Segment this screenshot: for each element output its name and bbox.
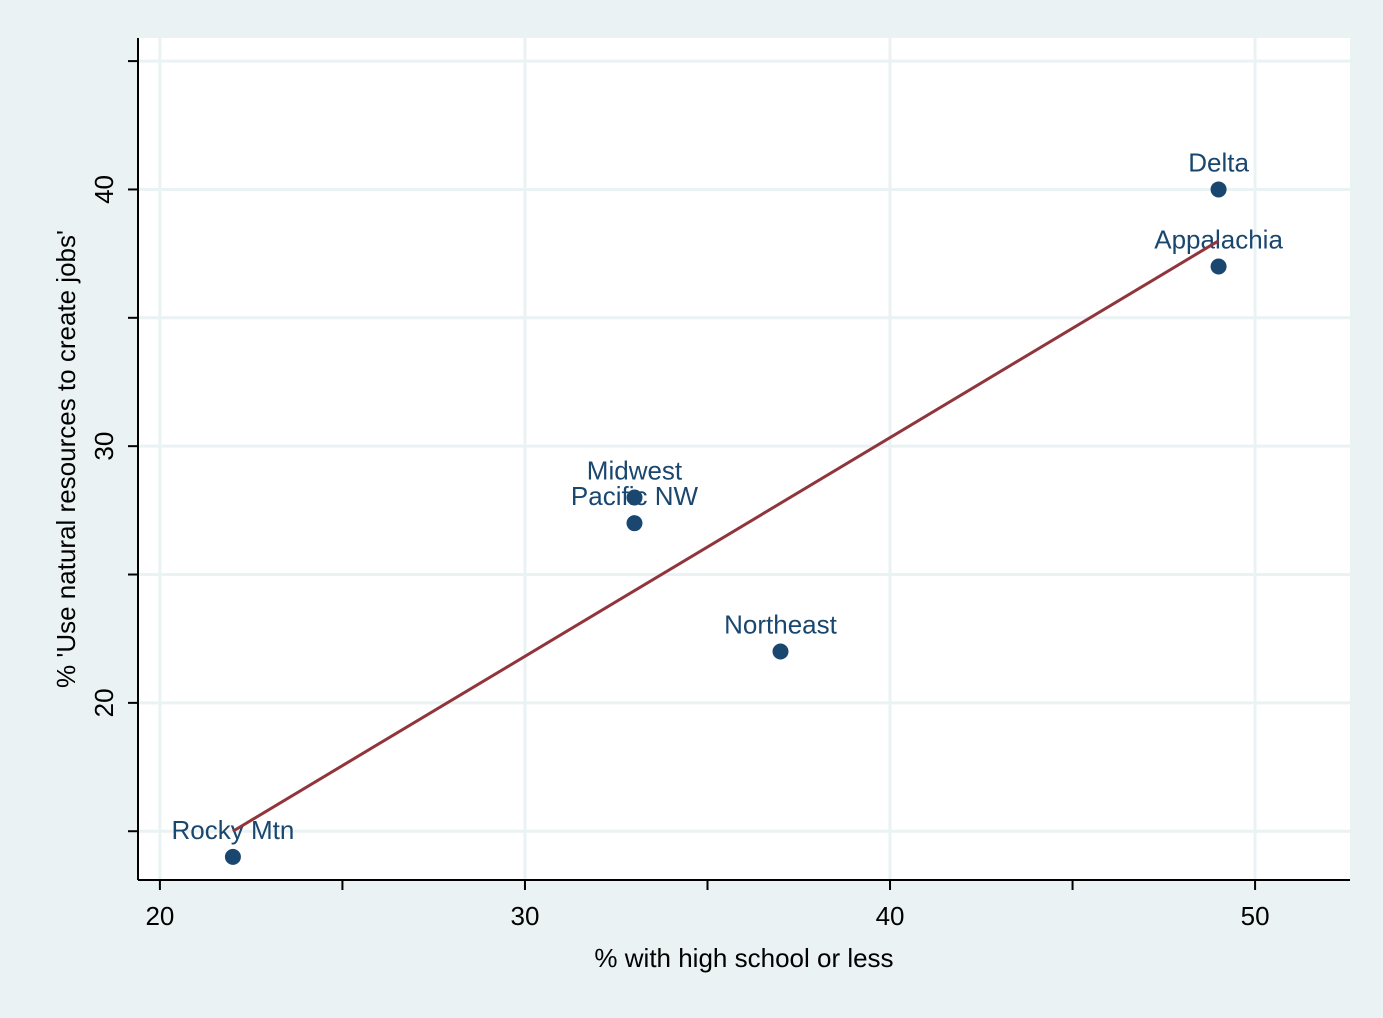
point — [772, 643, 789, 660]
point — [1210, 181, 1227, 198]
x-tick-label: 50 — [1241, 901, 1270, 931]
point — [626, 489, 643, 506]
y-axis-title: % 'Use natural resources to create jobs' — [51, 230, 81, 688]
x-axis-title: % with high school or less — [594, 943, 893, 973]
x-tick-label: 30 — [511, 901, 540, 931]
fit-line — [232, 239, 1220, 833]
point — [1210, 258, 1227, 275]
y-tick-label: 20 — [89, 688, 119, 717]
point-label: Delta — [1188, 147, 1249, 177]
point — [224, 848, 241, 865]
x-tick-label: 20 — [145, 901, 174, 931]
plot-area — [138, 38, 1350, 880]
x-tick-label: 40 — [876, 901, 905, 931]
point-label: Pacific NW — [571, 481, 699, 511]
y-tick-label: 30 — [89, 432, 119, 461]
point — [626, 515, 643, 532]
y-tick-label: 40 — [89, 175, 119, 204]
point-label: Midwest — [587, 455, 683, 485]
point-label: Appalachia — [1154, 224, 1283, 254]
point-label: Northeast — [724, 609, 837, 639]
